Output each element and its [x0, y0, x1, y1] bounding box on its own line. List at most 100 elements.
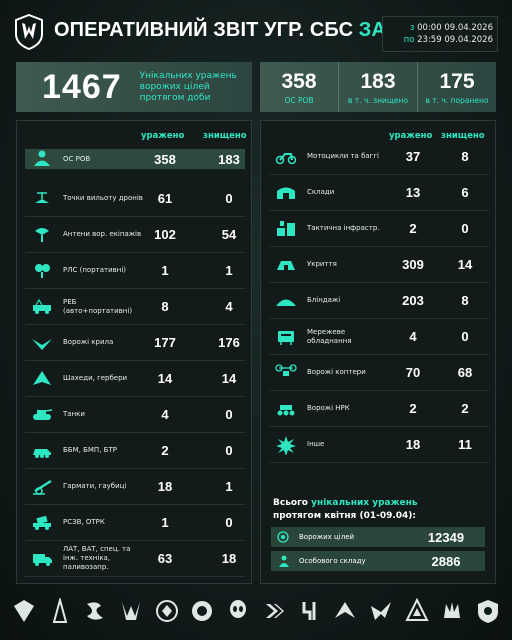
stat-row: Інше 18 11 [269, 427, 489, 463]
summary-cell: 183 в т. ч. знищено [339, 62, 418, 112]
shahed-icon [29, 370, 55, 388]
col-header-destroyed: знищено [203, 131, 247, 141]
total-row-targets: Ворожих цілей 12349 [271, 527, 485, 547]
drone-launch-point-icon [29, 190, 55, 208]
emblem-10-icon [333, 598, 357, 624]
summary-cell: 358 ОС РОВ [260, 62, 339, 112]
summary-num: 183 [360, 69, 396, 93]
stat-label: Танки [63, 410, 85, 418]
ifv-icon [29, 442, 55, 460]
col-header-hit: уражено [389, 131, 433, 141]
stat-label: ОС РОВ [63, 154, 91, 163]
personnel-summary: 358 ОС РОВ 183 в т. ч. знищено 175 в т. … [260, 62, 496, 112]
stat-row: Бліндажі 203 8 [269, 283, 489, 319]
total-label: Особового складу [299, 557, 366, 565]
date-range: з 00:00 09.04.2026 по 23:59 09.04.2026 [382, 16, 498, 52]
stat-label: Антени вор. екіпажів [63, 230, 142, 238]
date-from: 00:00 09.04.2026 [417, 23, 493, 33]
stat-row: Мережеве обладнання 4 0 [269, 319, 489, 355]
motorcycle-icon [273, 148, 299, 166]
stat-destroyed-value: 8 [461, 149, 469, 164]
summary-num: 358 [281, 69, 317, 93]
stat-hit-value: 8 [161, 299, 169, 314]
stat-destroyed-value: 0 [461, 221, 469, 236]
emblem-6-icon [190, 598, 214, 624]
stat-destroyed-value: 0 [225, 443, 233, 458]
stat-label: Ворожі крила [63, 338, 114, 346]
unique-desc: Унікальних уражень ворожих цілей протяго… [139, 70, 237, 103]
stat-hit-value: 1 [161, 263, 169, 278]
total-value: 12349 [427, 529, 465, 545]
unique-total: 1467 [42, 67, 122, 106]
stat-hit-value: 2 [409, 401, 417, 416]
emblem-8-icon [262, 598, 286, 624]
stat-label: ББМ, БМП, БТР [63, 446, 117, 454]
stat-label: РЕБ (авто+портативні) [63, 297, 133, 315]
stat-destroyed-value: 176 [218, 335, 240, 350]
stat-hit-value: 203 [402, 293, 424, 308]
stat-label: Тактична інфрастр. [307, 224, 380, 232]
stat-label: Мережеве обладнання [307, 327, 352, 345]
stat-hit-value: 2 [161, 443, 169, 458]
summary-num: 175 [439, 69, 475, 93]
summary-cell: 175 в т. ч. поранено [418, 62, 496, 112]
shelter-icon [273, 256, 299, 274]
summary-label: ОС РОВ [284, 95, 314, 105]
emblem-13-icon [440, 598, 464, 624]
stat-destroyed-value: 183 [218, 151, 240, 167]
total-row-personnel: Особового складу 2886 [271, 551, 485, 571]
stat-hit-value: 14 [157, 371, 173, 386]
wing-drone-icon [29, 334, 55, 352]
title-main: Оперативний звіт УГР. СБС [54, 19, 354, 41]
unique-hits-summary: 1467 Унікальних уражень ворожих цілей пр… [16, 62, 252, 112]
stat-hit-value: 37 [405, 149, 421, 164]
stat-hit-value: 61 [157, 191, 173, 206]
stat-destroyed-value: 8 [461, 293, 469, 308]
stat-label: Укриття [307, 260, 337, 268]
stat-row: Танки 4 0 [25, 397, 245, 433]
truck-icon [29, 550, 55, 568]
stat-destroyed-value: 54 [221, 227, 237, 242]
stat-label: Склади [307, 188, 335, 196]
stat-destroyed-value: 1 [225, 479, 233, 494]
quadcopter-icon [273, 363, 299, 382]
stat-row: Ворожі крила 177 176 [25, 325, 245, 361]
stat-destroyed-value: 0 [225, 407, 233, 422]
infrastructure-icon [273, 220, 299, 238]
stat-row: Ворожі НРК 2 2 [269, 391, 489, 427]
totals-title-a: Всього [273, 498, 308, 508]
stat-row: ОС РОВ 358 183 [25, 149, 245, 169]
stat-destroyed-value: 11 [458, 437, 472, 452]
personnel-icon [29, 150, 55, 168]
stat-row: РСЗВ, ОТРК 1 0 [25, 505, 245, 541]
stat-label: Ворожі НРК [307, 404, 350, 412]
tank-icon [29, 406, 55, 424]
mlrs-icon [29, 514, 55, 532]
stat-row: РЛС (портативні) 1 1 [25, 253, 245, 289]
stat-hit-value: 358 [154, 151, 176, 167]
stat-label: Гармати, гаубиці [63, 482, 127, 490]
stat-hit-value: 2 [409, 221, 417, 236]
stat-hit-value: 18 [157, 479, 173, 494]
stat-row: Антени вор. екіпажів 102 54 [25, 217, 245, 253]
emblem-12-icon [404, 598, 429, 624]
stat-row: Тактична інфрастр. 2 0 [269, 211, 489, 247]
stat-destroyed-value: 1 [225, 263, 233, 278]
emblem-4-icon [119, 598, 143, 624]
explosion-icon [273, 435, 299, 455]
total-value: 2886 [431, 553, 461, 569]
ugv-icon [273, 400, 299, 418]
stat-row: РЕБ (авто+портативні) 8 4 [25, 289, 245, 325]
stat-row: Точки вильоту дронів 61 0 [25, 181, 245, 217]
stat-label: Бліндажі [307, 296, 341, 304]
stat-row: Гармати, гаубиці 18 1 [25, 469, 245, 505]
warehouse-icon [273, 184, 299, 202]
stat-hit-value: 4 [161, 407, 169, 422]
emblem-9-icon [298, 598, 322, 624]
target-icon [277, 531, 293, 543]
ew-vehicle-icon [29, 298, 55, 316]
stat-row: Мотоцикли та баггі 37 8 [269, 139, 489, 175]
stat-destroyed-value: 6 [461, 185, 469, 200]
stat-destroyed-value: 0 [225, 515, 233, 530]
stat-hit-value: 4 [409, 329, 417, 344]
